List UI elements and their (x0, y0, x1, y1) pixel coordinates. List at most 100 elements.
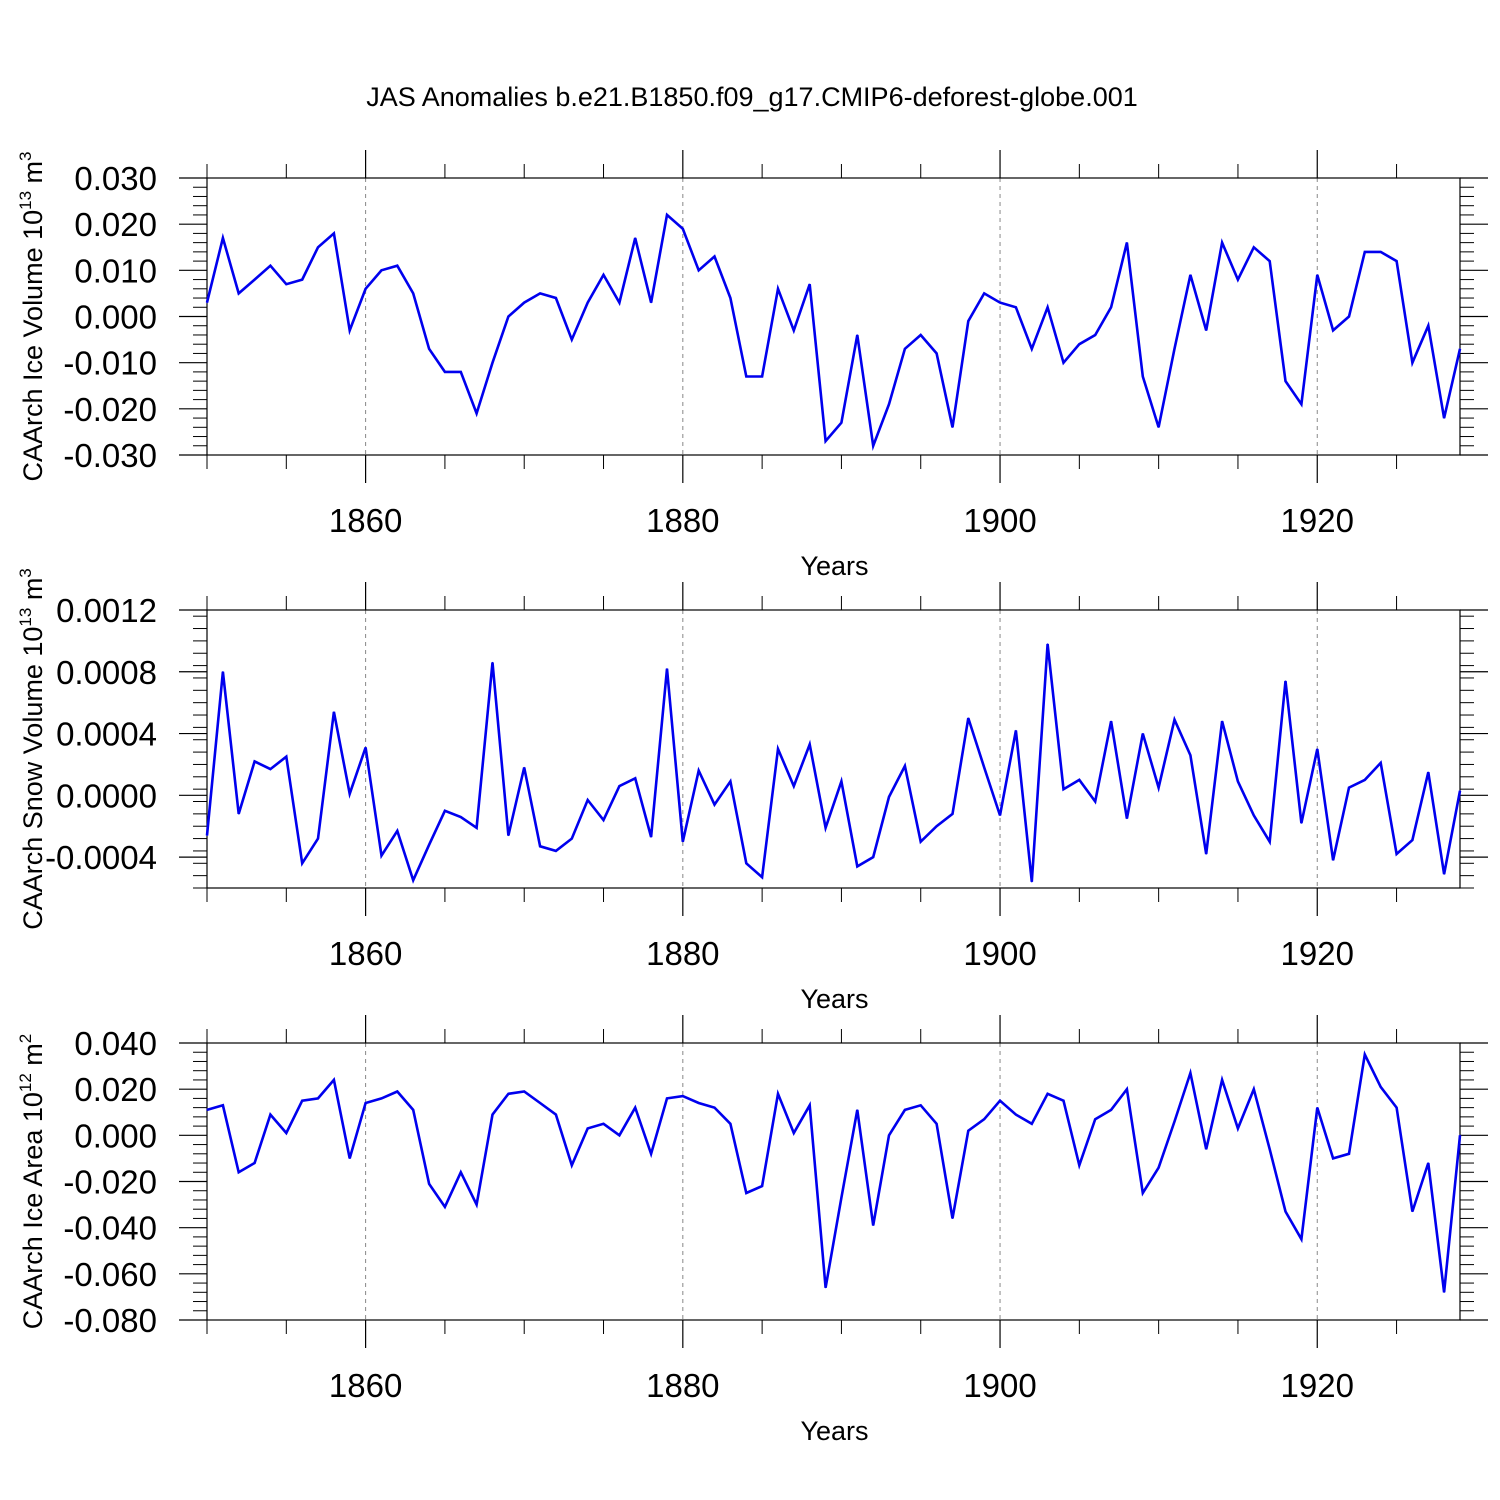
data-point (920, 334, 922, 336)
data-point (634, 1107, 636, 1109)
data-point (444, 810, 446, 812)
data-point (1364, 251, 1366, 253)
data-point (1078, 779, 1080, 781)
data-point (840, 1197, 843, 1199)
chart-title: JAS Anomalies b.e21.B1850.f09_g17.CMIP6-… (366, 82, 1138, 112)
data-point (682, 1095, 684, 1097)
data-point (682, 228, 684, 230)
x-tick-label: 1920 (1281, 1367, 1354, 1404)
data-point (666, 214, 668, 216)
data-point (999, 302, 1001, 304)
data-point (523, 1090, 525, 1093)
data-point (1459, 348, 1461, 350)
x-tick-label: 1880 (646, 1367, 719, 1404)
data-point (1316, 748, 1318, 750)
x-tick-label: 1920 (1281, 502, 1354, 539)
data-point (269, 265, 272, 267)
data-point (1205, 329, 1207, 331)
data-point (1078, 1164, 1080, 1166)
data-point (1047, 1093, 1049, 1095)
data-point (872, 1224, 874, 1226)
data-point (1364, 779, 1366, 781)
y-tick-label: -0.020 (63, 391, 157, 428)
data-point (1142, 732, 1144, 735)
data-point (1443, 417, 1445, 419)
data-point (777, 1093, 779, 1095)
y-tick-label: -0.020 (63, 1164, 157, 1201)
data-point (1316, 274, 1318, 276)
data-point (1395, 1107, 1398, 1109)
data-point (1395, 853, 1398, 855)
data-point (809, 1104, 811, 1106)
data-point (587, 1127, 589, 1130)
data-point (1380, 1086, 1382, 1088)
data-point (587, 799, 589, 801)
data-point (412, 879, 414, 881)
data-point (872, 856, 874, 858)
x-tick-label: 1860 (329, 502, 402, 539)
data-point (1062, 1100, 1065, 1102)
data-point (1094, 800, 1096, 803)
data-point (920, 841, 922, 843)
x-tick-label: 1880 (646, 935, 719, 972)
data-point (1031, 1123, 1033, 1125)
y-tick-label: -0.030 (63, 437, 157, 474)
data-point (904, 348, 906, 350)
data-point (809, 743, 811, 745)
data-point (698, 770, 700, 772)
y-tick-label: -0.080 (63, 1302, 157, 1339)
data-point (1348, 315, 1350, 318)
data-point (1031, 348, 1033, 350)
data-point (507, 315, 509, 318)
data-point (1300, 822, 1302, 824)
x-tick-label: 1900 (963, 935, 1036, 972)
data-point (396, 830, 398, 832)
data-point (682, 841, 684, 843)
data-point (793, 785, 795, 787)
data-point (602, 1123, 605, 1125)
data-point (1158, 426, 1160, 428)
data-point (1284, 680, 1287, 682)
data-point (301, 278, 303, 281)
data-point (428, 844, 430, 846)
data-point (713, 804, 716, 806)
data-point (269, 1113, 272, 1116)
data-point (365, 1102, 367, 1104)
data-point (1173, 1120, 1176, 1123)
data-point (888, 403, 890, 405)
data-point (666, 668, 668, 670)
data-point (1173, 719, 1176, 721)
data-point (285, 283, 287, 285)
data-point (1253, 1088, 1255, 1090)
data-point (380, 1097, 383, 1099)
data-point (222, 1104, 224, 1106)
data-point (951, 1217, 954, 1220)
data-point (253, 278, 256, 281)
y-axis-label: CAArch Ice Area 1012 m2 (16, 1034, 48, 1330)
data-point (840, 780, 843, 783)
data-point (1284, 380, 1287, 382)
data-point (1158, 1167, 1160, 1169)
data-point (761, 1185, 763, 1187)
data-point (317, 246, 319, 248)
data-point (840, 422, 843, 424)
data-point (238, 1171, 240, 1173)
data-point (365, 288, 367, 290)
data-point (967, 320, 969, 322)
data-point (1126, 817, 1128, 820)
data-point (428, 348, 430, 350)
data-point (1062, 788, 1065, 790)
data-point (1443, 873, 1445, 875)
data-point (555, 850, 557, 852)
data-point (396, 1090, 398, 1093)
data-point (1427, 325, 1429, 327)
data-point (904, 765, 906, 767)
data-point (523, 302, 525, 304)
data-point (1031, 881, 1033, 883)
data-point (1459, 790, 1461, 792)
data-point (1427, 771, 1429, 773)
data-point (698, 269, 700, 271)
data-point (1459, 1134, 1461, 1136)
data-point (1348, 1153, 1350, 1155)
data-point (238, 292, 240, 295)
